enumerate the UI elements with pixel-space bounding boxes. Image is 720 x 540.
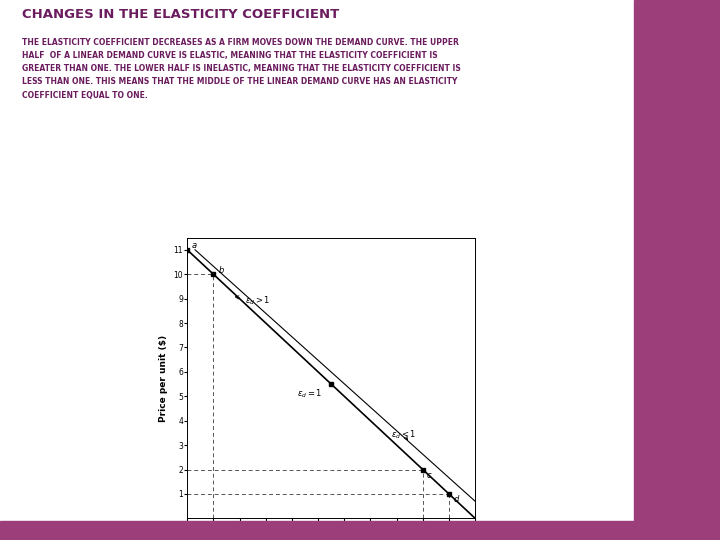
Text: c: c — [427, 471, 431, 480]
Y-axis label: Price per unit ($): Price per unit ($) — [159, 334, 168, 422]
X-axis label: Quantity: Quantity — [309, 537, 354, 540]
Text: b: b — [219, 266, 225, 275]
Text: a: a — [192, 241, 197, 251]
Text: THE ELASTICITY COEFFICIENT DECREASES AS A FIRM MOVES DOWN THE DEMAND CURVE. THE : THE ELASTICITY COEFFICIENT DECREASES AS … — [22, 38, 460, 99]
Text: $\varepsilon_d > 1$: $\varepsilon_d > 1$ — [235, 294, 270, 307]
Text: $\varepsilon_d < 1$: $\varepsilon_d < 1$ — [392, 429, 417, 441]
Text: d: d — [453, 495, 459, 504]
Text: CHANGES IN THE ELASTICITY COEFFICIENT: CHANGES IN THE ELASTICITY COEFFICIENT — [22, 8, 339, 21]
Text: $\varepsilon_d = 1$: $\varepsilon_d = 1$ — [297, 387, 323, 400]
